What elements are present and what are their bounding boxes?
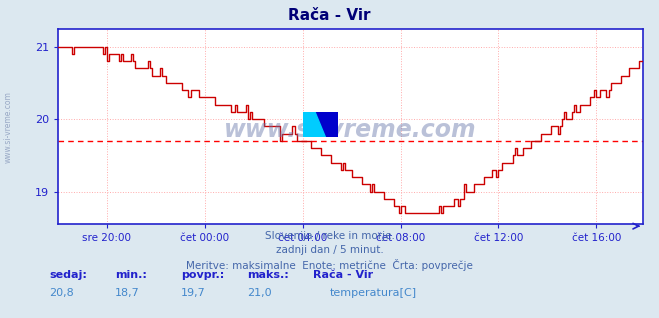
Text: Rača - Vir: Rača - Vir [313,270,373,280]
Text: www.si-vreme.com: www.si-vreme.com [3,91,13,163]
Text: sedaj:: sedaj: [49,270,87,280]
Text: 18,7: 18,7 [115,288,140,298]
Text: 21,0: 21,0 [247,288,272,298]
Text: maks.:: maks.: [247,270,289,280]
Text: temperatura[C]: temperatura[C] [330,288,416,298]
Text: min.:: min.: [115,270,147,280]
Text: Meritve: maksimalne  Enote: metrične  Črta: povprečje: Meritve: maksimalne Enote: metrične Črta… [186,259,473,271]
Text: povpr.:: povpr.: [181,270,225,280]
Polygon shape [302,112,324,137]
Text: Rača - Vir: Rača - Vir [288,8,371,23]
Text: zadnji dan / 5 minut.: zadnji dan / 5 minut. [275,245,384,255]
Polygon shape [315,112,338,137]
Polygon shape [302,112,326,137]
Text: 19,7: 19,7 [181,288,206,298]
Text: www.si-vreme.com: www.si-vreme.com [224,118,477,142]
Text: Slovenija / reke in morje.: Slovenija / reke in morje. [264,231,395,240]
Text: 20,8: 20,8 [49,288,74,298]
